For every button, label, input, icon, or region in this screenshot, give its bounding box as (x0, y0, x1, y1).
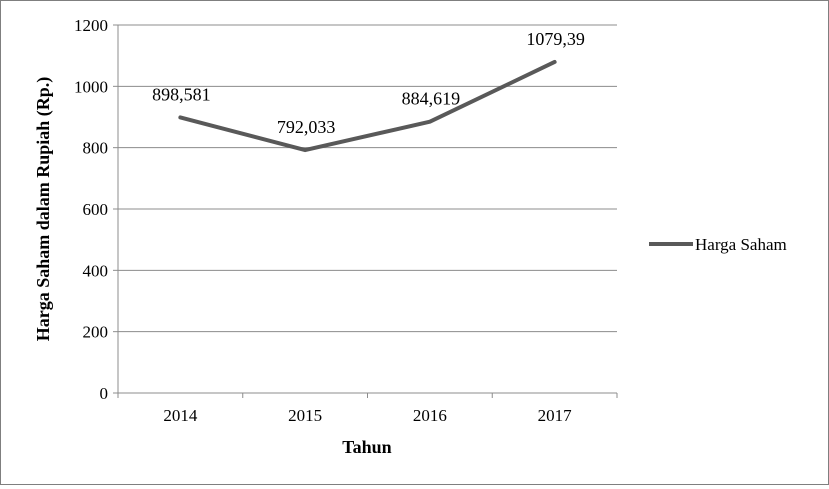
x-tick-label-2015: 2015 (288, 406, 322, 425)
y-axis-title: Harga Saham dalam Rupiah (Rp.) (33, 77, 54, 342)
x-axis-title: Tahun (342, 437, 391, 457)
gridlines (118, 24, 617, 333)
data-label-2015: 792,033 (277, 117, 336, 137)
y-tick-label-1200: 1200 (74, 16, 108, 35)
data-label-2014: 898,581 (152, 84, 211, 104)
y-tick-label-800: 800 (83, 139, 109, 158)
x-tick-label-2016: 2016 (413, 406, 447, 425)
data-label-2016: 884,619 (402, 89, 461, 109)
x-tick-label-2017: 2017 (538, 406, 573, 425)
series-line-harga-saham (178, 59, 557, 153)
y-tick-label-200: 200 (83, 323, 109, 342)
y-axis-ticks: 0 200 400 600 800 1000 1200 (74, 16, 119, 403)
series-group (178, 59, 557, 153)
data-labels: 898,581 792,033 884,619 1079,39 (152, 29, 585, 137)
y-tick-label-0: 0 (100, 384, 109, 403)
x-tick-label-2014: 2014 (163, 406, 198, 425)
y-tick-label-400: 400 (83, 261, 109, 280)
x-axis: 2014 2015 2016 2017 (117, 392, 618, 425)
y-tick-label-600: 600 (83, 200, 109, 219)
data-label-2017: 1079,39 (526, 29, 585, 49)
y-tick-label-1000: 1000 (74, 77, 108, 96)
legend-label: Harga Saham (695, 235, 787, 254)
legend: Harga Saham (649, 235, 787, 254)
